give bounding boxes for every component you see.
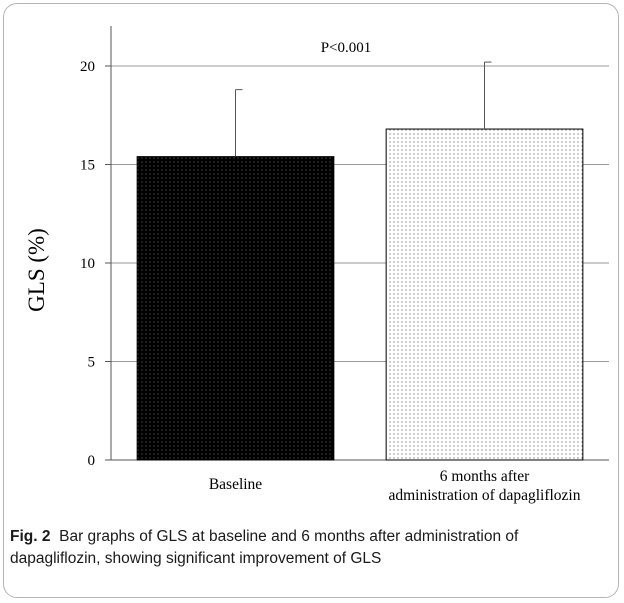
y-tick-label: 20 [80,59,95,75]
bars [136,128,584,461]
caption-label: Fig. 2 [10,528,51,545]
bar-chart: 0 5 10 15 20 Baseline 6 months after administr… [24,26,609,504]
p-value-annotation: P<0.001 [321,40,372,56]
error-bars [235,61,492,157]
x-category-labels: Baseline 6 months after administration of … [209,468,581,504]
y-ticks: 0 5 10 15 20 [80,59,111,469]
y-tick-label: 10 [80,256,95,272]
caption-text: Bar graphs of GLS at baseline and 6 mont… [10,528,519,567]
bar [385,128,584,461]
bar [136,156,335,461]
x-category-label: 6 months after administration of dapaglif… [389,468,581,504]
figure-caption: Fig. 2 Bar graphs of GLS at baseline and… [10,526,610,570]
x-category-label: Baseline [209,476,262,493]
y-tick-label: 5 [88,355,96,371]
y-tick-label: 15 [80,158,95,174]
y-tick-label: 0 [88,453,96,469]
y-axis-label: GLS (%) [24,228,49,312]
